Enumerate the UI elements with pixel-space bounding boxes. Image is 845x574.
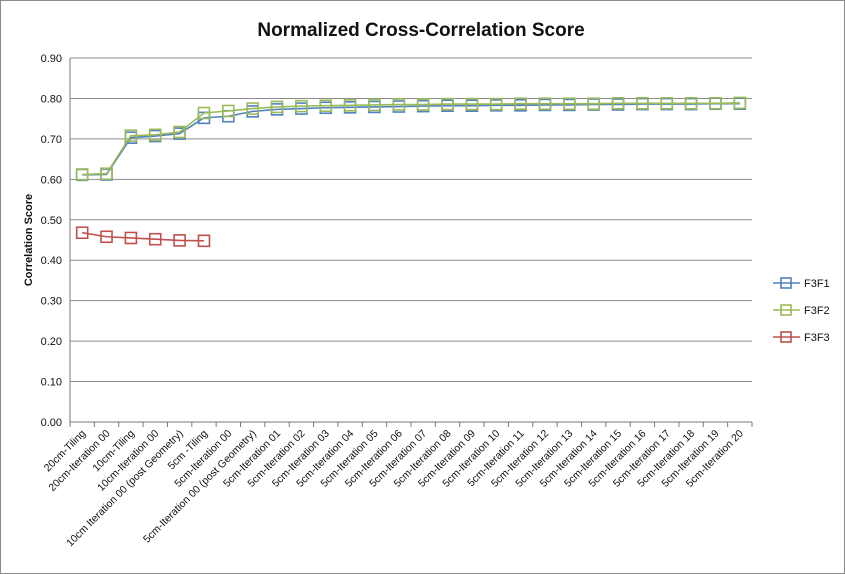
y-axis-title: Correlation Score xyxy=(23,194,35,286)
y-tick-label: 0.50 xyxy=(41,215,62,227)
data-point xyxy=(611,96,625,110)
series xyxy=(75,96,747,248)
data-point xyxy=(124,231,138,245)
legend-swatch-marker xyxy=(780,331,792,343)
legend-item-f3f2: F3F2 xyxy=(773,304,830,317)
data-point xyxy=(246,102,259,115)
data-point xyxy=(124,129,138,142)
data-point xyxy=(148,128,162,142)
y-tick-label: 0.90 xyxy=(41,53,62,65)
data-point xyxy=(368,98,381,112)
data-point xyxy=(173,125,186,139)
data-point xyxy=(416,98,430,111)
series-line xyxy=(82,231,204,242)
gridlines xyxy=(70,57,752,383)
data-point xyxy=(660,96,674,110)
data-point xyxy=(75,168,89,181)
data-point xyxy=(587,97,600,111)
y-tick-label: 0.10 xyxy=(41,377,62,389)
data-point xyxy=(222,104,235,118)
y-tick-label: 0.40 xyxy=(41,255,62,267)
axes xyxy=(69,58,753,427)
series-f3f2 xyxy=(75,96,747,181)
data-point xyxy=(148,232,162,246)
legend-swatch-marker xyxy=(780,277,792,289)
y-tick-label: 0.70 xyxy=(41,134,62,146)
data-point xyxy=(392,98,406,111)
data-point xyxy=(465,97,479,111)
data-point xyxy=(270,100,284,114)
data-point xyxy=(197,106,211,120)
legend-label: F3F2 xyxy=(804,305,830,317)
legend-label: F3F1 xyxy=(804,278,830,290)
data-point xyxy=(684,96,698,110)
series-f3f3 xyxy=(75,226,211,248)
y-tick-label: 0.00 xyxy=(41,417,62,429)
series-line xyxy=(82,102,740,176)
data-point xyxy=(295,99,308,113)
legend-item-f3f3: F3F3 xyxy=(773,331,830,344)
chart-title: Normalized Cross-Correlation Score xyxy=(257,20,584,41)
data-point xyxy=(538,97,552,111)
data-point xyxy=(563,97,576,111)
data-point xyxy=(441,97,454,111)
y-tick-label: 0.80 xyxy=(41,93,62,105)
series-line xyxy=(82,102,740,176)
legend-item-f3f1: F3F1 xyxy=(773,277,830,290)
legend-label: F3F3 xyxy=(804,332,830,344)
data-point xyxy=(709,96,722,110)
data-point xyxy=(514,97,527,111)
data-point xyxy=(75,226,89,240)
legend: F3F1 F3F2 F3F3 xyxy=(773,277,830,344)
data-point xyxy=(319,99,333,113)
y-tick-label: 0.20 xyxy=(41,336,62,348)
y-tick-label: 0.30 xyxy=(41,296,62,308)
data-point xyxy=(197,234,211,248)
data-point xyxy=(733,96,747,110)
data-point xyxy=(173,234,186,247)
data-point xyxy=(636,96,649,110)
legend-swatch-marker xyxy=(780,304,792,316)
data-point xyxy=(343,99,357,112)
y-tick-label: 0.60 xyxy=(41,174,62,186)
data-point xyxy=(489,97,503,111)
data-point xyxy=(100,167,113,180)
data-point xyxy=(100,230,113,244)
y-tick-labels: 0.00 0.10 0.20 0.30 0.40 0.50 0.60 0.70 0.80 0.90 xyxy=(41,53,62,429)
